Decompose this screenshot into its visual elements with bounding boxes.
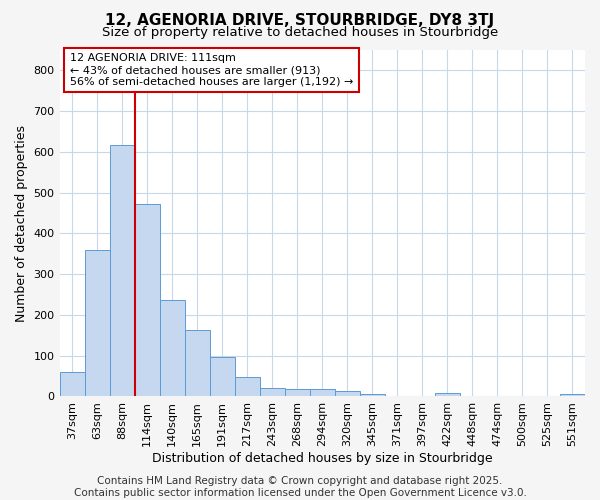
Text: Contains HM Land Registry data © Crown copyright and database right 2025.
Contai: Contains HM Land Registry data © Crown c… [74,476,526,498]
Bar [59,372,85,396]
X-axis label: Distribution of detached houses by size in Stourbridge: Distribution of detached houses by size … [152,452,493,465]
Bar [185,330,209,396]
Bar [85,250,110,396]
Bar [160,300,185,396]
Bar [134,204,160,396]
Bar [435,393,460,396]
Bar [285,388,310,396]
Bar [235,378,260,396]
Bar [360,394,385,396]
Y-axis label: Number of detached properties: Number of detached properties [15,124,28,322]
Bar [110,145,134,397]
Text: 12 AGENORIA DRIVE: 111sqm
← 43% of detached houses are smaller (913)
56% of semi: 12 AGENORIA DRIVE: 111sqm ← 43% of detac… [70,54,353,86]
Text: Size of property relative to detached houses in Stourbridge: Size of property relative to detached ho… [102,26,498,39]
Bar [310,389,335,396]
Bar [260,388,285,396]
Bar [560,394,585,396]
Text: 12, AGENORIA DRIVE, STOURBRIDGE, DY8 3TJ: 12, AGENORIA DRIVE, STOURBRIDGE, DY8 3TJ [106,12,494,28]
Bar [335,391,360,396]
Bar [209,356,235,397]
